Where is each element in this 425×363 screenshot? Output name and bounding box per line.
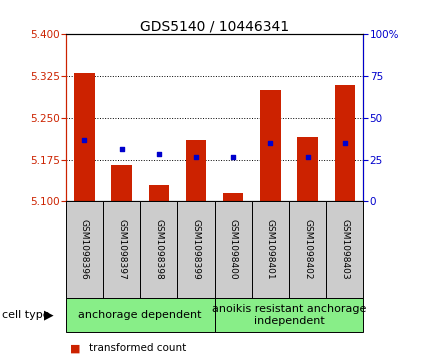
Point (156, 151, 162, 157)
Text: ▶: ▶ (44, 309, 54, 321)
Text: GSM1098396: GSM1098396 (80, 219, 89, 280)
Point (81, 137, 88, 143)
Text: GSM1098398: GSM1098398 (154, 219, 163, 280)
Point (230, 154, 237, 160)
Bar (298, 138, 318, 201)
Text: cell type: cell type (2, 310, 50, 320)
Bar (186, 140, 206, 201)
Bar (149, 185, 169, 201)
Text: GSM1098400: GSM1098400 (229, 219, 238, 280)
Text: GSM1098397: GSM1098397 (117, 219, 126, 280)
Point (118, 146, 125, 151)
Text: transformed count: transformed count (89, 343, 187, 354)
Text: anoikis resistant anchorage
independent: anoikis resistant anchorage independent (212, 304, 366, 326)
Text: GSM1098399: GSM1098399 (192, 219, 201, 280)
Point (304, 154, 311, 160)
Text: GSM1098403: GSM1098403 (340, 219, 349, 280)
Bar (334, 85, 355, 201)
Title: GDS5140 / 10446341: GDS5140 / 10446341 (140, 19, 289, 33)
Point (267, 140, 274, 146)
Point (341, 140, 348, 146)
Text: ■: ■ (70, 343, 81, 354)
Text: GSM1098402: GSM1098402 (303, 219, 312, 280)
Bar (111, 165, 132, 201)
Bar (74, 73, 95, 201)
Text: anchorage dependent: anchorage dependent (79, 310, 202, 320)
Text: GSM1098401: GSM1098401 (266, 219, 275, 280)
Bar (223, 193, 244, 201)
Bar (260, 90, 281, 201)
Point (193, 154, 199, 160)
